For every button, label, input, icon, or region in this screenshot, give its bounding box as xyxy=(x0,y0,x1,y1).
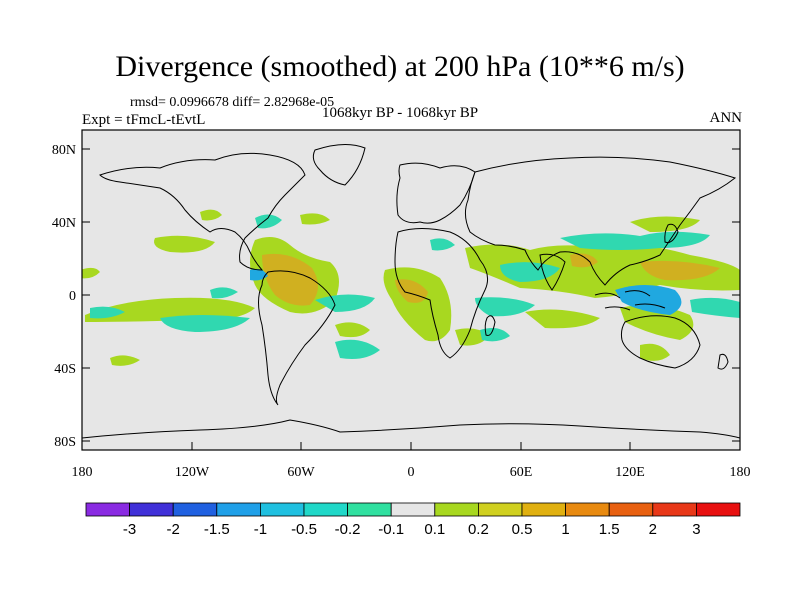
colorbar-label: 0.1 xyxy=(424,521,445,538)
colorbar-swatch xyxy=(129,502,174,517)
colorbar-label: -3 xyxy=(123,521,136,538)
stats-line: rmsd= 0.0996678 diff= 2.82968e-05 xyxy=(130,95,335,110)
strong-positive-region xyxy=(395,279,428,303)
colorbar-swatch xyxy=(652,502,697,517)
lat-axis xyxy=(82,148,740,442)
lat-tick-label: 80N xyxy=(52,143,76,158)
colorbar-swatch xyxy=(259,502,305,517)
lon-tick-label: 60E xyxy=(510,465,533,480)
positive-region xyxy=(154,235,215,253)
negative-region xyxy=(690,297,740,318)
coast-south-america xyxy=(258,270,336,406)
colorbar-swatch xyxy=(85,502,130,517)
coast-new-zealand xyxy=(717,353,729,370)
colorbar-swatch xyxy=(608,502,654,517)
coast-north-america xyxy=(99,152,306,271)
coast-asia xyxy=(464,156,737,286)
coast-madagascar xyxy=(484,315,496,336)
negative-region xyxy=(315,294,375,312)
strong-positive-region xyxy=(640,260,720,281)
positive-region xyxy=(640,343,670,361)
positive-region xyxy=(335,322,370,338)
negative-region xyxy=(160,315,250,332)
negative-region xyxy=(335,339,380,359)
colorbar-label: 0.2 xyxy=(468,521,489,538)
coast-indonesia xyxy=(594,290,666,311)
lat-tick-label: 40N xyxy=(52,216,76,231)
colorbar-swatch xyxy=(434,502,479,517)
positive-region xyxy=(525,309,600,329)
divergence-field xyxy=(82,209,740,366)
positive-region xyxy=(300,213,330,225)
colorbar-label: -0.2 xyxy=(335,521,361,538)
colorbar-label: -1.5 xyxy=(204,521,230,538)
positive-region xyxy=(82,267,100,279)
lon-tick-label: 0 xyxy=(408,465,415,480)
colorbar-label: 1.5 xyxy=(599,521,620,538)
colorbar-label: 0.5 xyxy=(512,521,533,538)
lon-tick-label: 60W xyxy=(287,465,315,480)
positive-region xyxy=(620,305,694,340)
positive-region xyxy=(110,355,140,366)
colorbar-swatch xyxy=(172,502,218,517)
lat-tick-label: 0 xyxy=(69,289,76,304)
positive-region xyxy=(630,216,700,232)
colorbar-label: 3 xyxy=(692,521,700,538)
colorbar-swatch xyxy=(696,502,741,517)
negative-region xyxy=(480,328,510,342)
colorbar-label: -2 xyxy=(167,521,180,538)
map-title: Divergence (smoothed) at 200 hPa (10**6 … xyxy=(115,50,685,83)
experiment-label: Expt = tFmcL-tEvtL xyxy=(82,112,206,128)
positive-region xyxy=(200,209,222,221)
negative-region xyxy=(430,238,455,251)
coast-greenland xyxy=(312,144,366,186)
negative-region xyxy=(90,306,125,319)
colorbar-swatch xyxy=(390,502,436,517)
coast-australia xyxy=(620,315,701,369)
lon-axis xyxy=(81,442,741,450)
negative-region xyxy=(210,287,238,299)
lon-tick-label: 180 xyxy=(730,465,751,480)
coast-japan xyxy=(664,223,679,243)
period-label: 1068kyr BP - 1068kyr BP xyxy=(322,105,479,121)
colorbar-swatch xyxy=(521,502,566,517)
strong-positive-region xyxy=(262,253,319,306)
coast-india xyxy=(539,253,566,291)
colorbar-label: 1 xyxy=(561,521,569,538)
colorbar-label: -1 xyxy=(254,521,267,538)
lon-tick-label: 120E xyxy=(615,465,645,480)
colorbar-swatch xyxy=(477,502,523,517)
colorbar: -3 -2 -1.5 -1 -0.5 -0.2 -0.1 0.1 0.2 0.5 1 1.5 2 3 xyxy=(85,502,741,538)
colorbar-label: -0.1 xyxy=(378,521,404,538)
lat-tick-label: 80S xyxy=(54,435,76,450)
lat-tick-label: 40S xyxy=(54,362,76,377)
lon-tick-label: 120W xyxy=(175,465,210,480)
colorbar-swatch xyxy=(303,502,348,517)
negative-region xyxy=(255,214,282,229)
coast-antarctica xyxy=(82,419,740,439)
positive-region xyxy=(465,244,740,298)
colorbar-swatch xyxy=(347,502,392,517)
coast-europe xyxy=(396,162,476,224)
coast-africa xyxy=(394,228,489,359)
season-label: ANN xyxy=(709,110,743,126)
colorbar-swatch xyxy=(216,502,261,517)
colorbar-label: 2 xyxy=(649,521,657,538)
colorbar-label: -0.5 xyxy=(291,521,317,538)
colorbar-swatch xyxy=(565,502,610,517)
lon-tick-label: 180 xyxy=(72,465,93,480)
negative-region xyxy=(475,297,535,317)
coastlines xyxy=(82,144,740,439)
